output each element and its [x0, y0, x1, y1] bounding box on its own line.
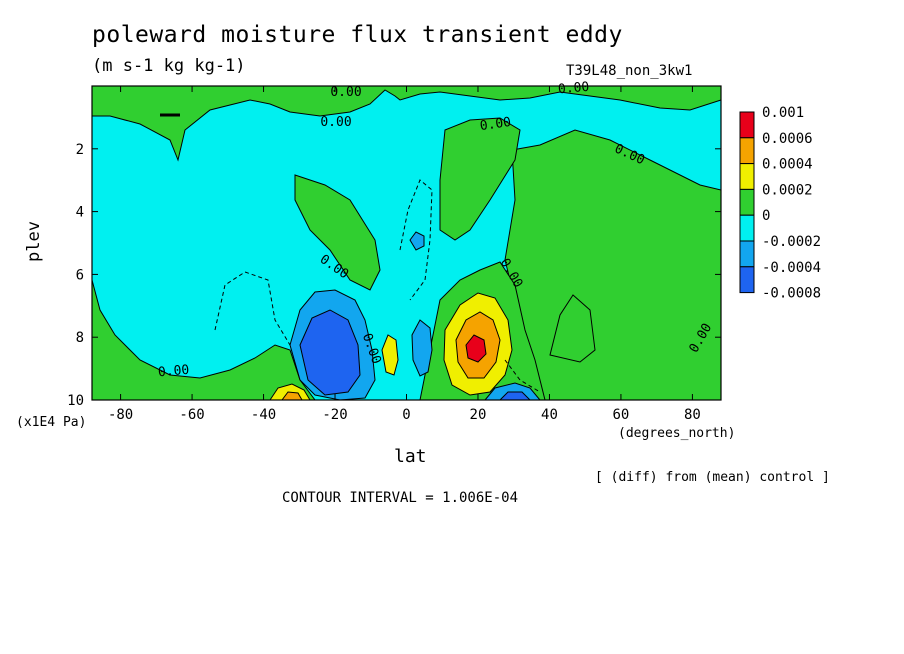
contour-dashed-1 — [214, 271, 291, 346]
region-blue-nh-mid — [409, 231, 425, 251]
region-positive-south-low — [91, 279, 316, 401]
x-tick-label: -80 — [108, 407, 133, 423]
x-tick-label: 80 — [684, 407, 701, 423]
contour-dashed-3 — [504, 359, 541, 393]
region-positive-nh-tropics — [439, 117, 521, 241]
colorbar-label: -0.0002 — [762, 234, 821, 250]
axis-ticks: -80 -60 -40 -20 0 20 40 60 80 2 4 6 8 10 — [67, 86, 721, 423]
plot-area — [91, 85, 722, 401]
x-tick-label: 60 — [613, 407, 630, 423]
region-positive-top-band — [91, 85, 722, 162]
contour-label: 0.00 — [157, 363, 190, 381]
y-tick-label: 4 — [76, 205, 84, 221]
x-tick-label: 40 — [541, 407, 558, 423]
region-darkblue-sh — [299, 309, 361, 396]
region-positive-mid-tropics — [294, 174, 381, 291]
colorbar-swatch — [739, 163, 755, 190]
region-blue-eq — [411, 319, 433, 377]
x-tick-label: -20 — [322, 407, 347, 423]
contour-solid-4 — [549, 294, 596, 363]
colorbar: 0.001 0.0006 0.0004 0.0002 0 -0.0002 -0.0004 -0… — [739, 105, 821, 302]
x-tick-label: -40 — [251, 407, 276, 423]
diff-note: [ (diff) from (mean) control ] — [595, 470, 830, 485]
contour-label: 0.00 — [479, 115, 512, 134]
colorbar-label: 0.0002 — [762, 182, 813, 198]
colorbar-label: -0.0004 — [762, 260, 821, 276]
colorbar-label: -0.0008 — [762, 286, 821, 302]
y-axis-unit: (x1E4 Pa) — [16, 415, 87, 430]
contour-label: 0.00 — [557, 80, 590, 98]
contour-interval: CONTOUR INTERVAL = 1.006E-04 — [282, 490, 519, 506]
colorbar-label: 0.0006 — [762, 131, 813, 147]
x-axis-unit: (degrees_north) — [618, 426, 736, 441]
colorbar-swatch — [739, 188, 755, 216]
colorbar-swatch — [739, 214, 755, 242]
x-tick-label: 0 — [402, 407, 410, 423]
chart-title: poleward moisture flux transient eddy — [92, 22, 623, 48]
colorbar-swatch — [739, 266, 755, 294]
x-axis-label: lat — [394, 446, 427, 467]
colorbar-label: 0.0004 — [762, 157, 813, 173]
contour-label: 0.00 — [330, 85, 361, 100]
region-yellow-eq — [381, 334, 399, 376]
colorbar-label: 0 — [762, 208, 770, 224]
y-tick-label: 2 — [76, 142, 84, 158]
x-tick-label: 20 — [470, 407, 487, 423]
y-tick-label: 10 — [67, 393, 84, 409]
colorbar-swatch — [739, 137, 755, 165]
colorbar-label: 0.001 — [762, 105, 804, 121]
colorbar-swatch — [739, 111, 755, 139]
colorbar-swatch — [739, 240, 755, 268]
region-red-nh — [465, 334, 487, 363]
x-tick-label: -60 — [179, 407, 204, 423]
chart-units: (m s-1 kg kg-1) — [92, 56, 246, 76]
run-label: T39L48_non_3kw1 — [566, 63, 693, 79]
contour-label: 0.00 — [320, 115, 351, 130]
y-tick-label: 6 — [76, 267, 84, 283]
y-tick-label: 8 — [76, 330, 84, 346]
